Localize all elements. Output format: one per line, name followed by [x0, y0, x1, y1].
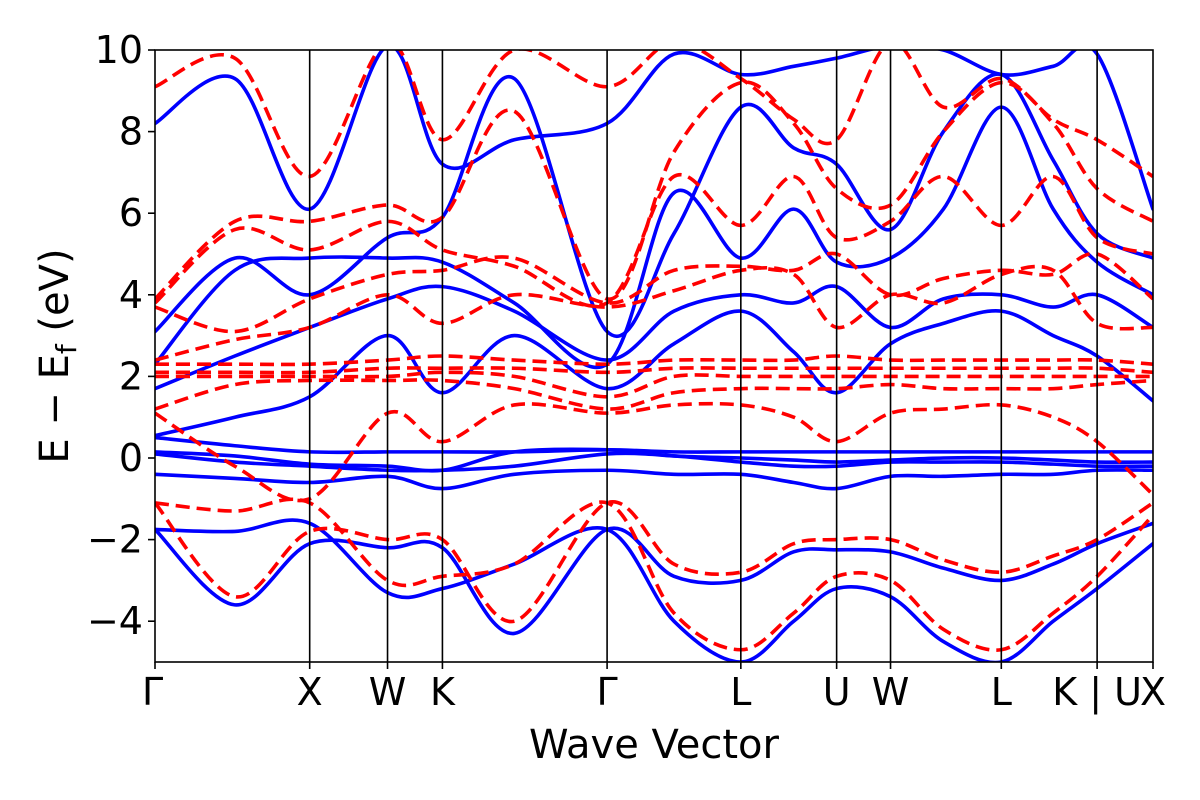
y-tick-label: 6 [119, 191, 143, 235]
solid-band-11 [155, 50, 1153, 211]
y-tick-label: 8 [119, 110, 143, 154]
y-tick-label: 2 [119, 354, 143, 398]
dashed-band-5 [155, 370, 1153, 399]
solid-band-5 [155, 447, 1153, 473]
x-tick-label: L [991, 670, 1012, 714]
y-tick-label: −2 [87, 518, 143, 562]
y-tick-label: 0 [119, 436, 143, 480]
x-tick-label: L [730, 670, 751, 714]
x-tick-label: Γ [597, 670, 618, 714]
kpoint-lines [308, 50, 1098, 662]
x-tick-label: K [430, 670, 456, 714]
solid-band-8 [155, 284, 1153, 391]
dashed-band-11 [155, 80, 1153, 301]
y-ticks: −4 −2 0 2 4 6 8 10 [87, 28, 155, 643]
dashed-band-7 [155, 354, 1153, 367]
dashed-band-12 [155, 50, 1153, 179]
dashed-band-1 [155, 500, 1153, 624]
dashed-band-3 [155, 401, 1153, 503]
y-tick-label: −4 [87, 599, 143, 643]
y-axis-label-sub: f [50, 343, 83, 354]
y-axis-label-main: E − E [32, 354, 78, 464]
y-tick-label: 10 [95, 28, 143, 72]
y-axis-label: E − Ef (eV) [32, 248, 83, 463]
x-tick-label: Γ [142, 670, 163, 714]
solid-band-2 [155, 518, 1153, 662]
dashed-band-6 [155, 366, 1153, 375]
y-tick-label: 4 [119, 273, 143, 317]
solid-band-6 [155, 435, 1153, 455]
x-tick-label: X [1140, 670, 1166, 714]
x-tick-label: K | U [1052, 670, 1142, 715]
x-tick-label: U [823, 670, 851, 714]
dashed-band-10 [155, 172, 1153, 308]
y-axis-label-unit: (eV) [32, 248, 78, 344]
dashed-band-4 [155, 378, 1153, 411]
x-tick-label: X [297, 670, 323, 714]
dashed-band-8 [155, 264, 1153, 362]
dashed-band-9 [155, 251, 1153, 334]
x-tick-label: W [369, 670, 407, 714]
plot-frame [154, 49, 1154, 663]
x-tick-label: W [872, 670, 910, 714]
solid-band-1 [155, 521, 1153, 636]
bands-layer [155, 50, 1153, 662]
solid-band-4 [155, 451, 1153, 473]
x-axis-label: Wave Vector [529, 722, 780, 768]
solid-band-3 [155, 468, 1153, 491]
